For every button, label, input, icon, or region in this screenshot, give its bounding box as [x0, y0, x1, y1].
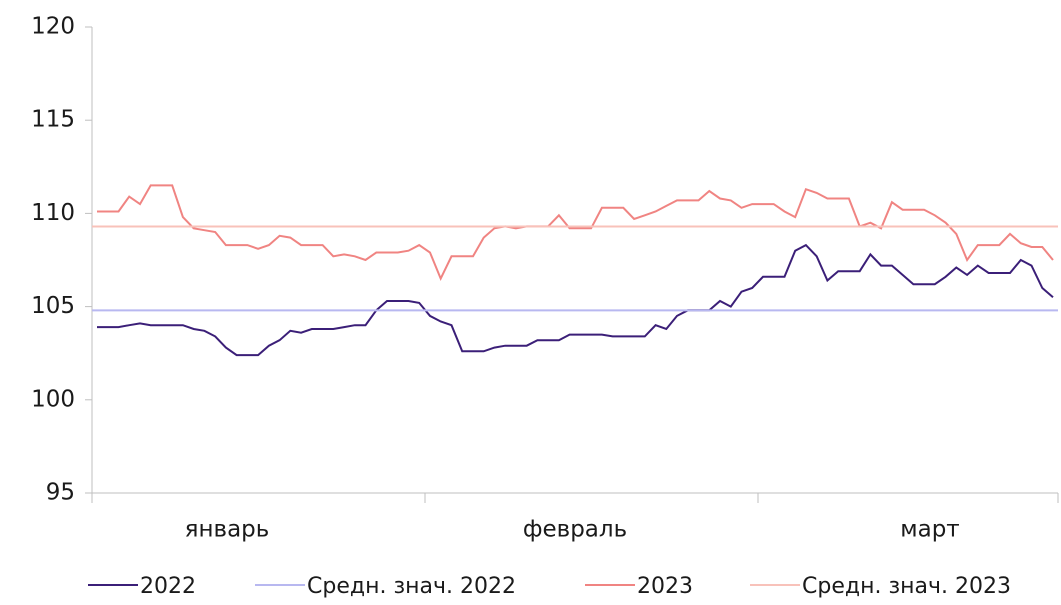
- y-tick-label: 105: [31, 293, 75, 319]
- month-label: февраль: [523, 517, 627, 543]
- y-tick-label: 95: [46, 480, 75, 506]
- legend-label: 2022: [140, 574, 196, 599]
- y-tick-label: 110: [31, 200, 75, 226]
- series-line: [97, 243, 1054, 357]
- legend: 2022 Средн. знач. 2022 2023 Средн. знач. 20…: [88, 574, 1011, 599]
- legend-label: 2023: [637, 574, 693, 599]
- y-tick-label: 120: [31, 14, 75, 40]
- y-tick-label: 115: [31, 107, 75, 133]
- series-line: [97, 184, 1054, 282]
- month-label: март: [900, 517, 959, 543]
- legend-label: Средн. знач. 2022: [307, 574, 516, 599]
- y-tick-label: 100: [31, 386, 75, 412]
- month-label: январь: [185, 517, 270, 543]
- legend-label: Средн. знач. 2023: [802, 574, 1011, 599]
